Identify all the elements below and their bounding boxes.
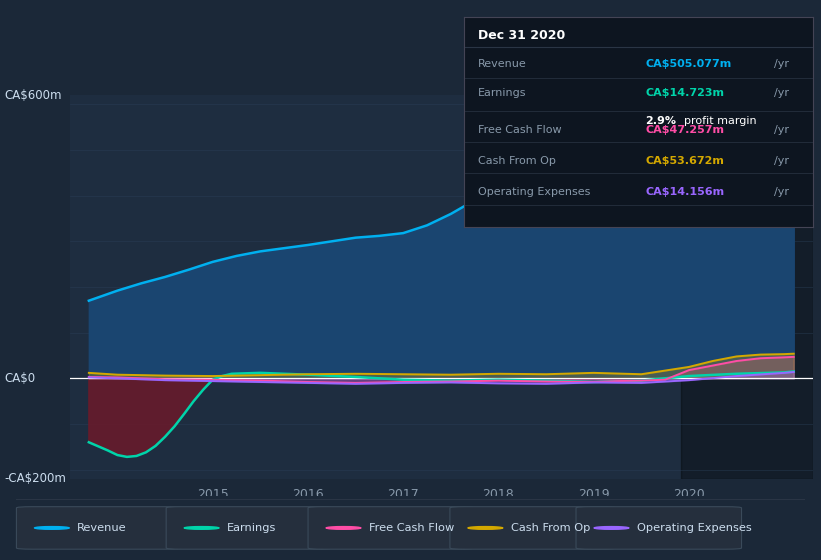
Text: Cash From Op: Cash From Op — [511, 523, 590, 533]
Circle shape — [34, 526, 69, 529]
Text: Free Cash Flow: Free Cash Flow — [478, 125, 562, 135]
FancyBboxPatch shape — [576, 507, 741, 549]
FancyBboxPatch shape — [450, 507, 616, 549]
Text: CA$14.723m: CA$14.723m — [645, 88, 724, 99]
Text: /yr: /yr — [774, 187, 790, 197]
Text: Earnings: Earnings — [478, 88, 526, 99]
Text: 2.9%: 2.9% — [645, 116, 677, 126]
Text: CA$0: CA$0 — [4, 372, 35, 385]
Text: /yr: /yr — [774, 88, 790, 99]
Text: CA$53.672m: CA$53.672m — [645, 156, 724, 166]
Text: /yr: /yr — [774, 156, 790, 166]
Circle shape — [326, 526, 361, 529]
Circle shape — [594, 526, 629, 529]
Text: CA$505.077m: CA$505.077m — [645, 59, 732, 69]
Text: Revenue: Revenue — [478, 59, 526, 69]
Bar — [681, 95, 813, 479]
Text: profit margin: profit margin — [684, 116, 756, 126]
Text: -CA$200m: -CA$200m — [4, 473, 66, 486]
Circle shape — [184, 526, 219, 529]
Text: Dec 31 2020: Dec 31 2020 — [478, 30, 565, 43]
Circle shape — [468, 526, 502, 529]
Text: /yr: /yr — [774, 59, 790, 69]
Text: CA$47.257m: CA$47.257m — [645, 125, 724, 135]
Text: Revenue: Revenue — [77, 523, 126, 533]
Text: Operating Expenses: Operating Expenses — [478, 187, 590, 197]
Text: Free Cash Flow: Free Cash Flow — [369, 523, 454, 533]
FancyBboxPatch shape — [166, 507, 332, 549]
Text: CA$600m: CA$600m — [4, 88, 62, 101]
FancyBboxPatch shape — [308, 507, 474, 549]
Text: Cash From Op: Cash From Op — [478, 156, 556, 166]
Text: Operating Expenses: Operating Expenses — [637, 523, 751, 533]
FancyBboxPatch shape — [16, 507, 182, 549]
Text: CA$14.156m: CA$14.156m — [645, 187, 724, 197]
Text: /yr: /yr — [774, 125, 790, 135]
Text: Earnings: Earnings — [227, 523, 276, 533]
